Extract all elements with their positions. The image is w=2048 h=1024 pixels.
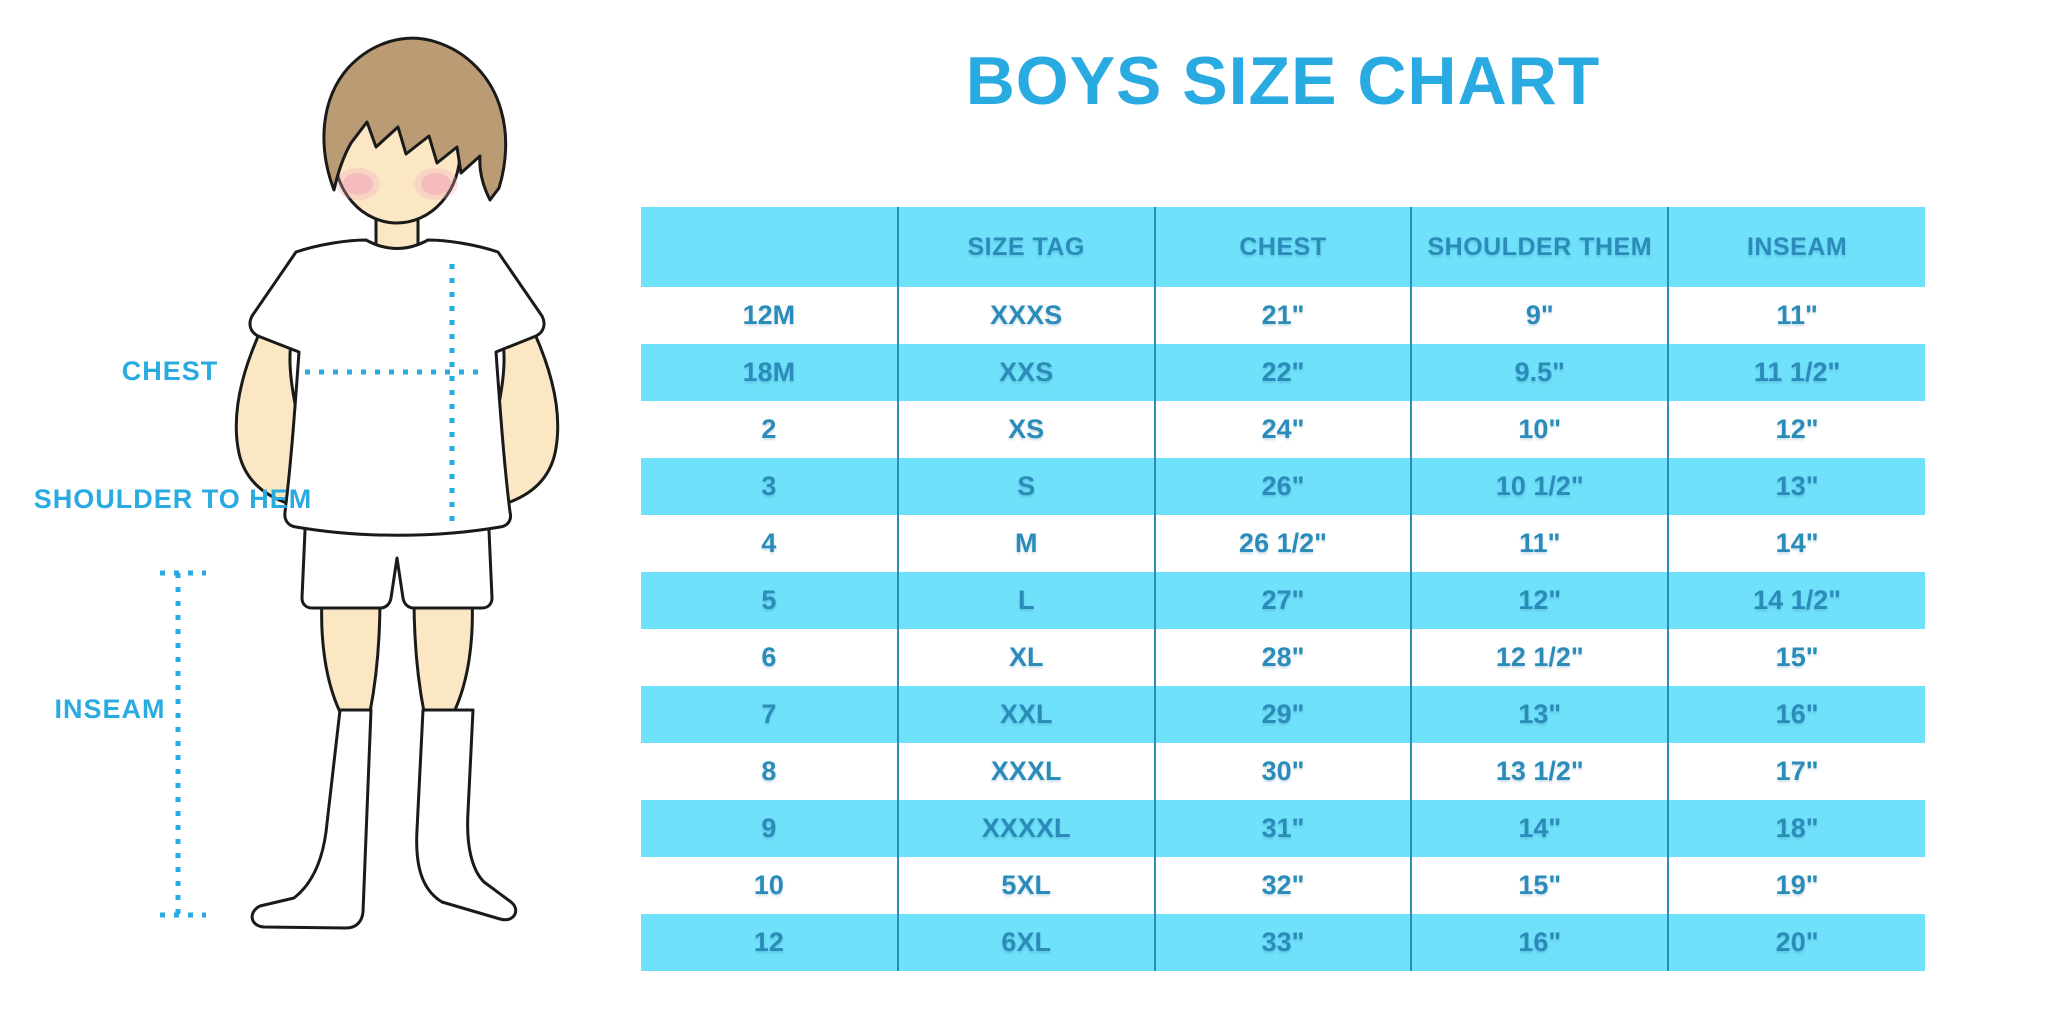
table-cell: 5XL [896,857,1155,914]
table-cell: 15" [1410,857,1669,914]
table-row: 3 S 26" 10 1/2" 13" [641,458,1925,515]
table-row: 9 XXXXL 31" 14" 18" [641,800,1925,857]
inseam-label: INSEAM [54,694,166,724]
chest-label: CHEST [121,356,219,386]
table-cell: 18M [742,357,796,387]
table-cell: 10" [1410,401,1669,458]
table-cell: 5 [761,585,777,615]
table-cell: 14" [1410,800,1669,857]
table-cell: 9" [1410,287,1669,344]
table-cell: 24" [1153,401,1412,458]
right-sock [415,708,518,922]
table-row: 18M XXS 22" 9.5" 11 1/2" [641,344,1925,401]
table-cell: 9 [761,813,777,843]
table-cell: 12" [1410,572,1669,629]
table-cell: 19" [1667,857,1925,914]
left-thigh [320,596,382,714]
table-cell: 12" [1667,401,1925,458]
left-cheek-core [343,173,373,195]
table-cell: 14" [1667,515,1925,572]
right-arm [490,330,560,509]
table-cell: 16" [1410,914,1669,971]
table-cell: XXS [896,344,1155,401]
table-cell: XXXS [896,287,1155,344]
table-cell: XXXL [896,743,1155,800]
column-header: CHEST [1153,207,1412,287]
table-row: 10 5XL 32" 15" 19" [641,857,1925,914]
table-cell: XS [896,401,1155,458]
shoulder-to-hem-label: SHOULDER TO HEM [33,484,313,514]
table-row: 12 6XL 33" 16" 20" [641,914,1925,971]
table-cell: XXXXL [896,800,1155,857]
left-arm [234,330,304,509]
table-cell: 12 [753,927,784,957]
table-cell: L [896,572,1155,629]
table-cell: 11" [1667,287,1925,344]
table-row: 5 L 27" 12" 14 1/2" [641,572,1925,629]
table-cell: 29" [1153,686,1412,743]
table-cell: 15" [1667,629,1925,686]
table-row: 2 XS 24" 10" 12" [641,401,1925,458]
table-cell: 9.5" [1410,344,1669,401]
page-title: BOYS SIZE CHART [965,43,1601,119]
table-cell: XL [896,629,1155,686]
table-cell: XXL [896,686,1155,743]
table-row: 8 XXXL 30" 13 1/2" 17" [641,743,1925,800]
table-cell: 28" [1153,629,1412,686]
table-cell: 11" [1410,515,1669,572]
table-cell: S [896,458,1155,515]
table-cell: 10 1/2" [1410,458,1669,515]
table-cell: 11 1/2" [1667,344,1925,401]
table-cell: 3 [761,471,777,501]
table-cell: 8 [761,756,777,786]
table-row: 4 M 26 1/2" 11" 14" [641,515,1925,572]
table-cell: 12M [742,300,796,330]
table-cell: 26" [1153,458,1412,515]
table-cell: 17" [1667,743,1925,800]
column-header: INSEAM [1667,207,1925,287]
table-cell: 7 [761,699,777,729]
column-header: SIZE TAG [896,207,1155,287]
table-row: 7 XXL 29" 13" 16" [641,686,1925,743]
table-cell: M [896,515,1155,572]
right-thigh [412,596,474,714]
table-cell: 26 1/2" [1153,515,1412,572]
table-cell: 20" [1667,914,1925,971]
table-cell: 10 [753,870,784,900]
table-cell: 14 1/2" [1667,572,1925,629]
table-cell: 13" [1667,458,1925,515]
table-cell: 18" [1667,800,1925,857]
table-row: 12M XXXS 21" 9" 11" [641,287,1925,344]
table-header: SIZE TAG CHEST SHOULDER THEM INSEAM [641,207,1925,287]
column-header [641,207,898,287]
table-cell: 22" [1153,344,1412,401]
table-cell: 6 [761,642,777,672]
column-header: SHOULDER THEM [1410,207,1669,287]
table-cell: 13 1/2" [1410,743,1669,800]
table-cell: 4 [761,528,777,558]
table-row: 6 XL 28" 12 1/2" 15" [641,629,1925,686]
size-chart-table: SIZE TAG CHEST SHOULDER THEM INSEAM 12M XXXS… [641,207,1925,971]
table-cell: 30" [1153,743,1412,800]
table-cell: 32" [1153,857,1412,914]
table-cell: 16" [1667,686,1925,743]
table-cell: 13" [1410,686,1669,743]
t-shirt [248,238,546,537]
table-cell: 21" [1153,287,1412,344]
hair [322,36,508,202]
table-body: 12M XXXS 21" 9" 11" 18M XXS 22" 9.5" 11 1/2" 2 XS 24… [641,287,1925,971]
boy-measurement-illustration [160,36,560,930]
table-cell: 27" [1153,572,1412,629]
table-cell: 6XL [896,914,1155,971]
table-cell: 33" [1153,914,1412,971]
table-cell: 12 1/2" [1410,629,1669,686]
table-cell: 2 [761,414,777,444]
table-header-row: SIZE TAG CHEST SHOULDER THEM INSEAM [641,207,1925,287]
table-cell: 31" [1153,800,1412,857]
left-sock [250,708,373,930]
right-cheek-core [421,173,451,195]
